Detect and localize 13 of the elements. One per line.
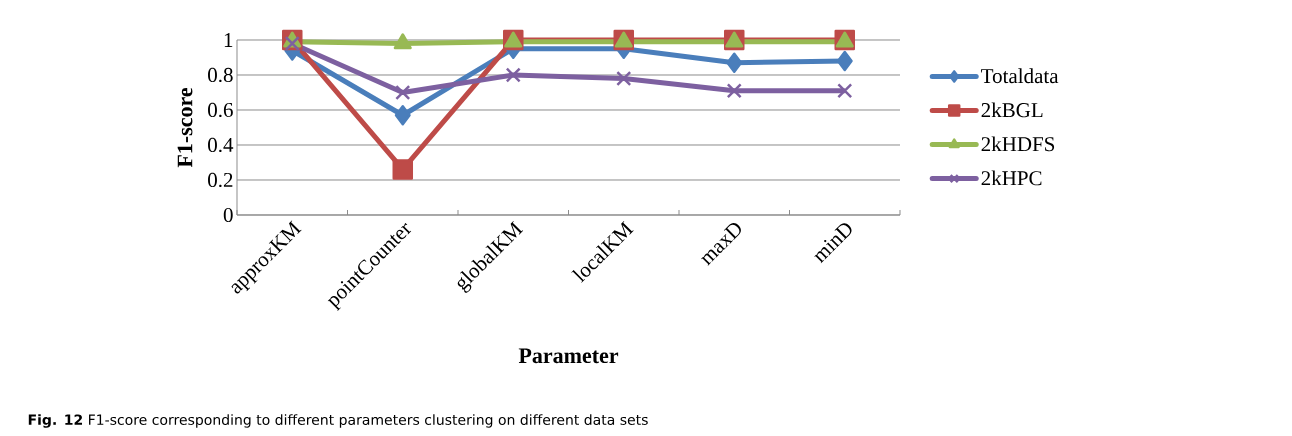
y-tick-label: 0.8 xyxy=(208,67,233,83)
y-axis-title: F1-score xyxy=(177,87,193,168)
legend-label: 2kHPC xyxy=(981,170,1042,186)
y-tick-label: 0 xyxy=(223,207,233,223)
y-tick-label: 0.2 xyxy=(208,172,233,188)
legend-label: Totaldata xyxy=(981,68,1059,84)
y-tick-label: 0.6 xyxy=(208,102,233,118)
y-tick-label: 0.4 xyxy=(208,137,234,153)
legend-label: 2kBGL xyxy=(981,102,1043,118)
legend-label: 2kHDFS xyxy=(981,136,1055,152)
text: Fig. 12 F1-score corresponding to different parameters clustering on different data sets xyxy=(28,414,648,428)
y-tick-label: 1 xyxy=(224,33,233,47)
x-axis-title: Parameter xyxy=(518,348,619,364)
